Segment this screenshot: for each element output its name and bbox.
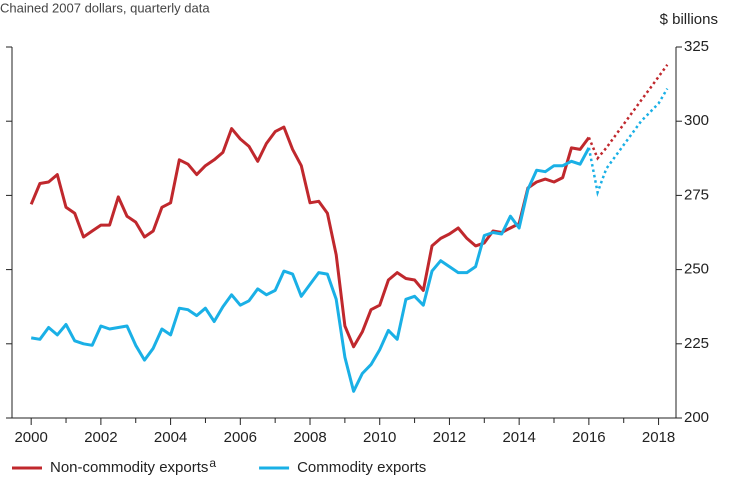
x-tick-label: 2000 [14, 429, 47, 446]
legend-footnote: a [209, 456, 216, 470]
projection-line [587, 64, 669, 161]
y-tick-label: 325 [684, 38, 709, 55]
y-tick-label: 225 [684, 335, 709, 352]
series-line [30, 147, 591, 393]
projection-line [587, 87, 669, 198]
x-tick-label: 2004 [154, 429, 187, 446]
y-axis-label: $ billions [660, 11, 718, 28]
x-tick-label: 2002 [84, 429, 117, 446]
x-tick-label: 2018 [642, 429, 675, 446]
y-tick-label: 200 [684, 409, 709, 426]
x-tick-label: 2016 [572, 429, 605, 446]
legend-item: Non-commodity exports a [12, 456, 216, 476]
x-tick-label: 2014 [502, 429, 535, 446]
y-tick-label: 300 [684, 112, 709, 129]
x-tick-label: 2006 [224, 429, 257, 446]
x-tick-label: 2012 [433, 429, 466, 446]
y-tick-label: 275 [684, 186, 709, 203]
legend-label: Commodity exports [297, 459, 426, 476]
series-line [29, 125, 591, 349]
legend-label: Non-commodity exports [50, 459, 208, 476]
x-tick-label: 2008 [293, 429, 326, 446]
y-tick-label: 250 [684, 261, 709, 278]
chart-subtitle: Chained 2007 dollars, quarterly data [0, 0, 210, 15]
legend-item: Commodity exports [259, 459, 426, 476]
x-tick-label: 2010 [363, 429, 396, 446]
